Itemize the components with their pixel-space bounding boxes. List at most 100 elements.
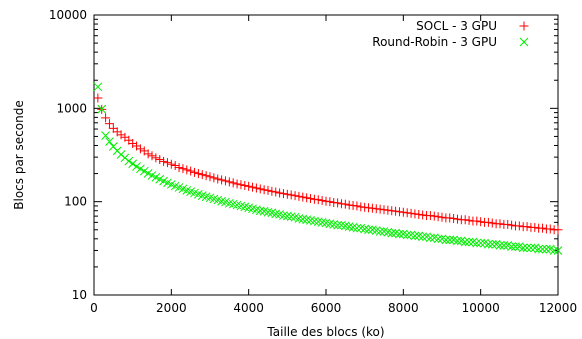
data-point: [174, 163, 184, 173]
data-point: [406, 208, 416, 218]
series-layer: [93, 82, 563, 255]
data-point: [325, 197, 335, 207]
data-point: [429, 211, 439, 221]
data-point: [402, 208, 412, 218]
data-point: [507, 220, 517, 230]
data-point: [522, 222, 532, 232]
data-point: [553, 225, 563, 235]
data-point: [472, 238, 482, 248]
data-point: [232, 179, 242, 189]
x-tick-label: 8000: [388, 301, 419, 315]
data-point: [352, 201, 362, 211]
data-point: [286, 190, 296, 200]
data-point: [484, 239, 493, 249]
data-point: [511, 242, 520, 251]
data-point: [240, 181, 250, 191]
legend: SOCL - 3 GPU Round-Robin - 3 GPU: [372, 19, 529, 49]
data-point: [495, 219, 505, 229]
x-axis-title: Taille des blocs (ko): [266, 325, 384, 339]
data-point: [499, 241, 509, 250]
data-point: [220, 176, 230, 186]
data-point: [383, 205, 393, 215]
data-point: [391, 206, 401, 216]
legend-label-round-robin: Round-Robin - 3 GPU: [372, 35, 497, 49]
data-point: [452, 214, 462, 224]
data-point: [248, 182, 258, 192]
data-point: [224, 177, 234, 187]
data-point: [453, 236, 462, 246]
data-point: [93, 93, 103, 103]
data-point: [495, 241, 505, 250]
data-point: [209, 173, 219, 183]
legend-marker-round-robin: [519, 37, 529, 47]
series-round-robin: [93, 82, 563, 255]
series-socl: [93, 93, 563, 235]
data-point: [251, 183, 261, 193]
data-point: [375, 227, 385, 236]
data-point: [464, 237, 474, 247]
data-point: [426, 233, 435, 243]
data-point: [518, 243, 528, 253]
data-point: [445, 213, 455, 223]
data-point: [483, 217, 493, 227]
data-point: [402, 230, 412, 240]
data-point: [325, 219, 335, 229]
data-point: [151, 153, 161, 163]
data-point: [93, 82, 103, 92]
data-point: [333, 198, 343, 208]
data-point: [279, 211, 288, 220]
data-point: [302, 193, 312, 203]
data-point: [136, 164, 145, 174]
data-point: [104, 119, 114, 129]
x-tick-label: 2000: [156, 301, 187, 315]
data-point: [170, 161, 180, 171]
data-point: [290, 191, 300, 201]
data-point: [317, 195, 327, 205]
y-tick-label: 1000: [56, 101, 87, 115]
data-point: [201, 171, 211, 181]
data-point: [166, 159, 176, 169]
data-point: [449, 214, 459, 224]
data-point: [135, 144, 145, 154]
data-point: [159, 156, 169, 166]
x-tick-label: 4000: [233, 301, 264, 315]
data-point: [433, 212, 443, 222]
data-point: [97, 104, 107, 114]
data-point: [278, 189, 288, 199]
data-point: [271, 209, 281, 219]
data-point: [182, 165, 192, 175]
data-point: [105, 137, 114, 146]
data-point: [313, 217, 323, 227]
data-point: [162, 158, 172, 168]
data-point: [445, 235, 455, 245]
data-point: [186, 166, 196, 176]
data-point: [526, 243, 536, 253]
data-point: [387, 228, 397, 238]
data-point: [286, 212, 296, 222]
data-point: [275, 188, 285, 198]
data-point: [132, 162, 141, 171]
data-point: [333, 220, 342, 230]
data-point: [302, 215, 312, 225]
data-point: [476, 217, 486, 227]
data-point: [460, 215, 470, 225]
data-point: [321, 218, 331, 228]
data-point: [313, 195, 323, 205]
data-point: [306, 194, 316, 204]
data-point: [549, 246, 559, 255]
data-point: [263, 207, 273, 217]
data-point: [213, 174, 223, 184]
y-tick-label: 100: [64, 195, 87, 209]
data-point: [329, 220, 339, 229]
legend-plus-marker: [519, 21, 529, 31]
data-point: [271, 187, 281, 197]
x-tick-label: 10000: [462, 301, 500, 315]
data-point: [534, 244, 544, 254]
data-point: [267, 186, 277, 196]
data-point: [545, 224, 555, 234]
data-point: [217, 175, 227, 185]
data-point: [425, 211, 435, 221]
data-point: [395, 229, 404, 239]
